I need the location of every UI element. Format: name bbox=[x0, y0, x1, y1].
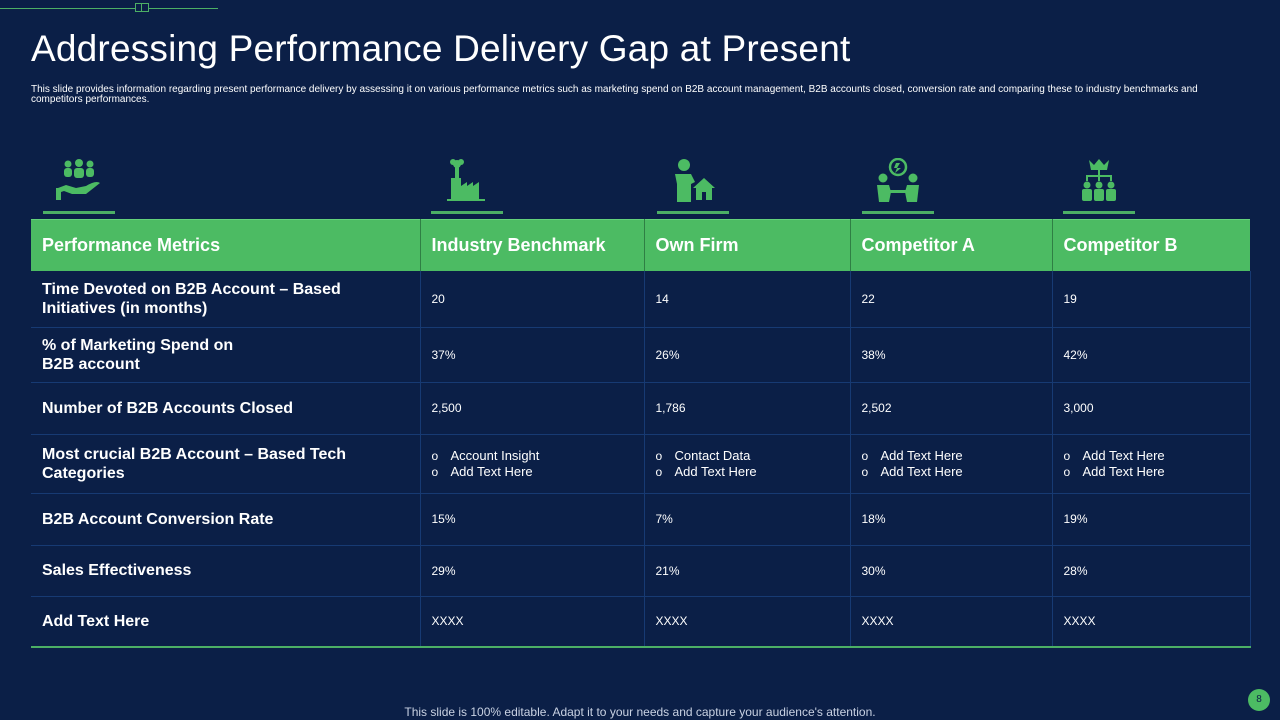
value-cell: 18% bbox=[850, 493, 1053, 546]
page-number-badge: 8 bbox=[1248, 689, 1270, 711]
value-cell: 2,502 bbox=[850, 382, 1053, 435]
table-row: B2B Account Conversion Rate 15% 7% 18% 1… bbox=[31, 493, 1251, 546]
bullet-cell: Add Text Here Add Text Here bbox=[850, 434, 1053, 494]
value-cell: 28% bbox=[1052, 545, 1251, 597]
meeting-idea-icon bbox=[877, 158, 919, 202]
table-header-row: Performance Metrics Industry Benchmark O… bbox=[31, 219, 1250, 271]
top-decor-box bbox=[135, 3, 149, 12]
metric-cell: Sales Effectiveness bbox=[31, 545, 421, 597]
icon-underline bbox=[431, 211, 503, 214]
bullet-item: Add Text Here bbox=[1064, 464, 1239, 480]
hierarchy-crown-icon-column bbox=[1063, 158, 1135, 214]
person-house-icon bbox=[675, 159, 715, 202]
value-cell: 7% bbox=[644, 493, 851, 546]
value-cell: 15% bbox=[420, 493, 645, 546]
metric-cell: Number of B2B Accounts Closed bbox=[31, 382, 421, 435]
icon-underline bbox=[43, 211, 115, 214]
table-row: Time Devoted on B2B Account – Based Init… bbox=[31, 271, 1251, 328]
bullet-list: Contact Data Add Text Here bbox=[656, 448, 839, 480]
header-industry-benchmark: Industry Benchmark bbox=[420, 219, 645, 271]
bullet-item: Add Text Here bbox=[656, 464, 839, 480]
bullet-list: Add Text Here Add Text Here bbox=[1064, 448, 1239, 480]
metric-cell: % of Marketing Spend on B2B account bbox=[31, 327, 421, 383]
value-cell: 29% bbox=[420, 545, 645, 597]
icon-underline bbox=[657, 211, 729, 214]
bullet-list: Add Text Here Add Text Here bbox=[862, 448, 1041, 480]
value-cell: XXXX bbox=[420, 596, 645, 648]
header-competitor-a: Competitor A bbox=[850, 219, 1053, 271]
team-care-icon bbox=[56, 159, 100, 200]
header-competitor-b: Competitor B bbox=[1052, 219, 1250, 271]
performance-table: Performance Metrics Industry Benchmark O… bbox=[31, 219, 1251, 648]
value-cell: 38% bbox=[850, 327, 1053, 383]
value-cell: 37% bbox=[420, 327, 645, 383]
table-row: Number of B2B Accounts Closed 2,500 1,78… bbox=[31, 382, 1251, 435]
top-decor-line bbox=[0, 8, 218, 9]
value-cell: 20 bbox=[420, 271, 645, 328]
table-row: Add Text Here XXXX XXXX XXXX XXXX bbox=[31, 596, 1251, 648]
header-performance-metrics: Performance Metrics bbox=[31, 219, 421, 271]
table-row: Most crucial B2B Account – Based Tech Ca… bbox=[31, 434, 1251, 494]
value-cell: XXXX bbox=[644, 596, 851, 648]
bullet-item: Account Insight bbox=[432, 448, 633, 464]
metric-cell: Time Devoted on B2B Account – Based Init… bbox=[31, 271, 421, 328]
value-cell: 21% bbox=[644, 545, 851, 597]
value-cell: 30% bbox=[850, 545, 1053, 597]
table-row: Sales Effectiveness 29% 21% 30% 28% bbox=[31, 545, 1251, 597]
value-cell: 19% bbox=[1052, 493, 1251, 546]
value-cell: 14 bbox=[644, 271, 851, 328]
metric-cell: Most crucial B2B Account – Based Tech Ca… bbox=[31, 434, 421, 494]
value-cell: 22 bbox=[850, 271, 1053, 328]
metric-text: % of Marketing Spend on B2B account bbox=[42, 336, 234, 373]
bullet-item: Add Text Here bbox=[862, 448, 1041, 464]
bullet-item: Add Text Here bbox=[1064, 448, 1239, 464]
bullet-item: Add Text Here bbox=[862, 464, 1041, 480]
header-own-firm: Own Firm bbox=[644, 219, 851, 271]
bullet-item: Add Text Here bbox=[432, 464, 633, 480]
hierarchy-crown-icon bbox=[1082, 159, 1116, 201]
value-cell: 3,000 bbox=[1052, 382, 1251, 435]
bullet-cell: Add Text Here Add Text Here bbox=[1052, 434, 1251, 494]
icon-underline bbox=[862, 211, 934, 214]
bullet-cell: Account Insight Add Text Here bbox=[420, 434, 645, 494]
meeting-idea-icon-column bbox=[862, 158, 934, 214]
page-subtitle: This slide provides information regardin… bbox=[31, 84, 1198, 105]
value-cell: 26% bbox=[644, 327, 851, 383]
value-cell: 42% bbox=[1052, 327, 1251, 383]
bullet-item: Contact Data bbox=[656, 448, 839, 464]
value-cell: XXXX bbox=[1052, 596, 1251, 648]
person-house-icon-column bbox=[657, 158, 729, 214]
value-cell: 1,786 bbox=[644, 382, 851, 435]
icon-underline bbox=[1063, 211, 1135, 214]
metric-cell: Add Text Here bbox=[31, 596, 421, 648]
team-care-icon-column bbox=[43, 158, 115, 214]
table-row: % of Marketing Spend on B2B account 37% … bbox=[31, 327, 1251, 383]
page-title: Addressing Performance Delivery Gap at P… bbox=[31, 28, 851, 69]
bullet-cell: Contact Data Add Text Here bbox=[644, 434, 851, 494]
metric-cell: B2B Account Conversion Rate bbox=[31, 493, 421, 546]
value-cell: 2,500 bbox=[420, 382, 645, 435]
value-cell: 19 bbox=[1052, 271, 1251, 328]
factory-icon bbox=[447, 159, 485, 201]
footer-note: This slide is 100% editable. Adapt it to… bbox=[404, 705, 876, 719]
value-cell: XXXX bbox=[850, 596, 1053, 648]
bullet-list: Account Insight Add Text Here bbox=[432, 448, 633, 480]
factory-icon-column bbox=[431, 158, 503, 214]
